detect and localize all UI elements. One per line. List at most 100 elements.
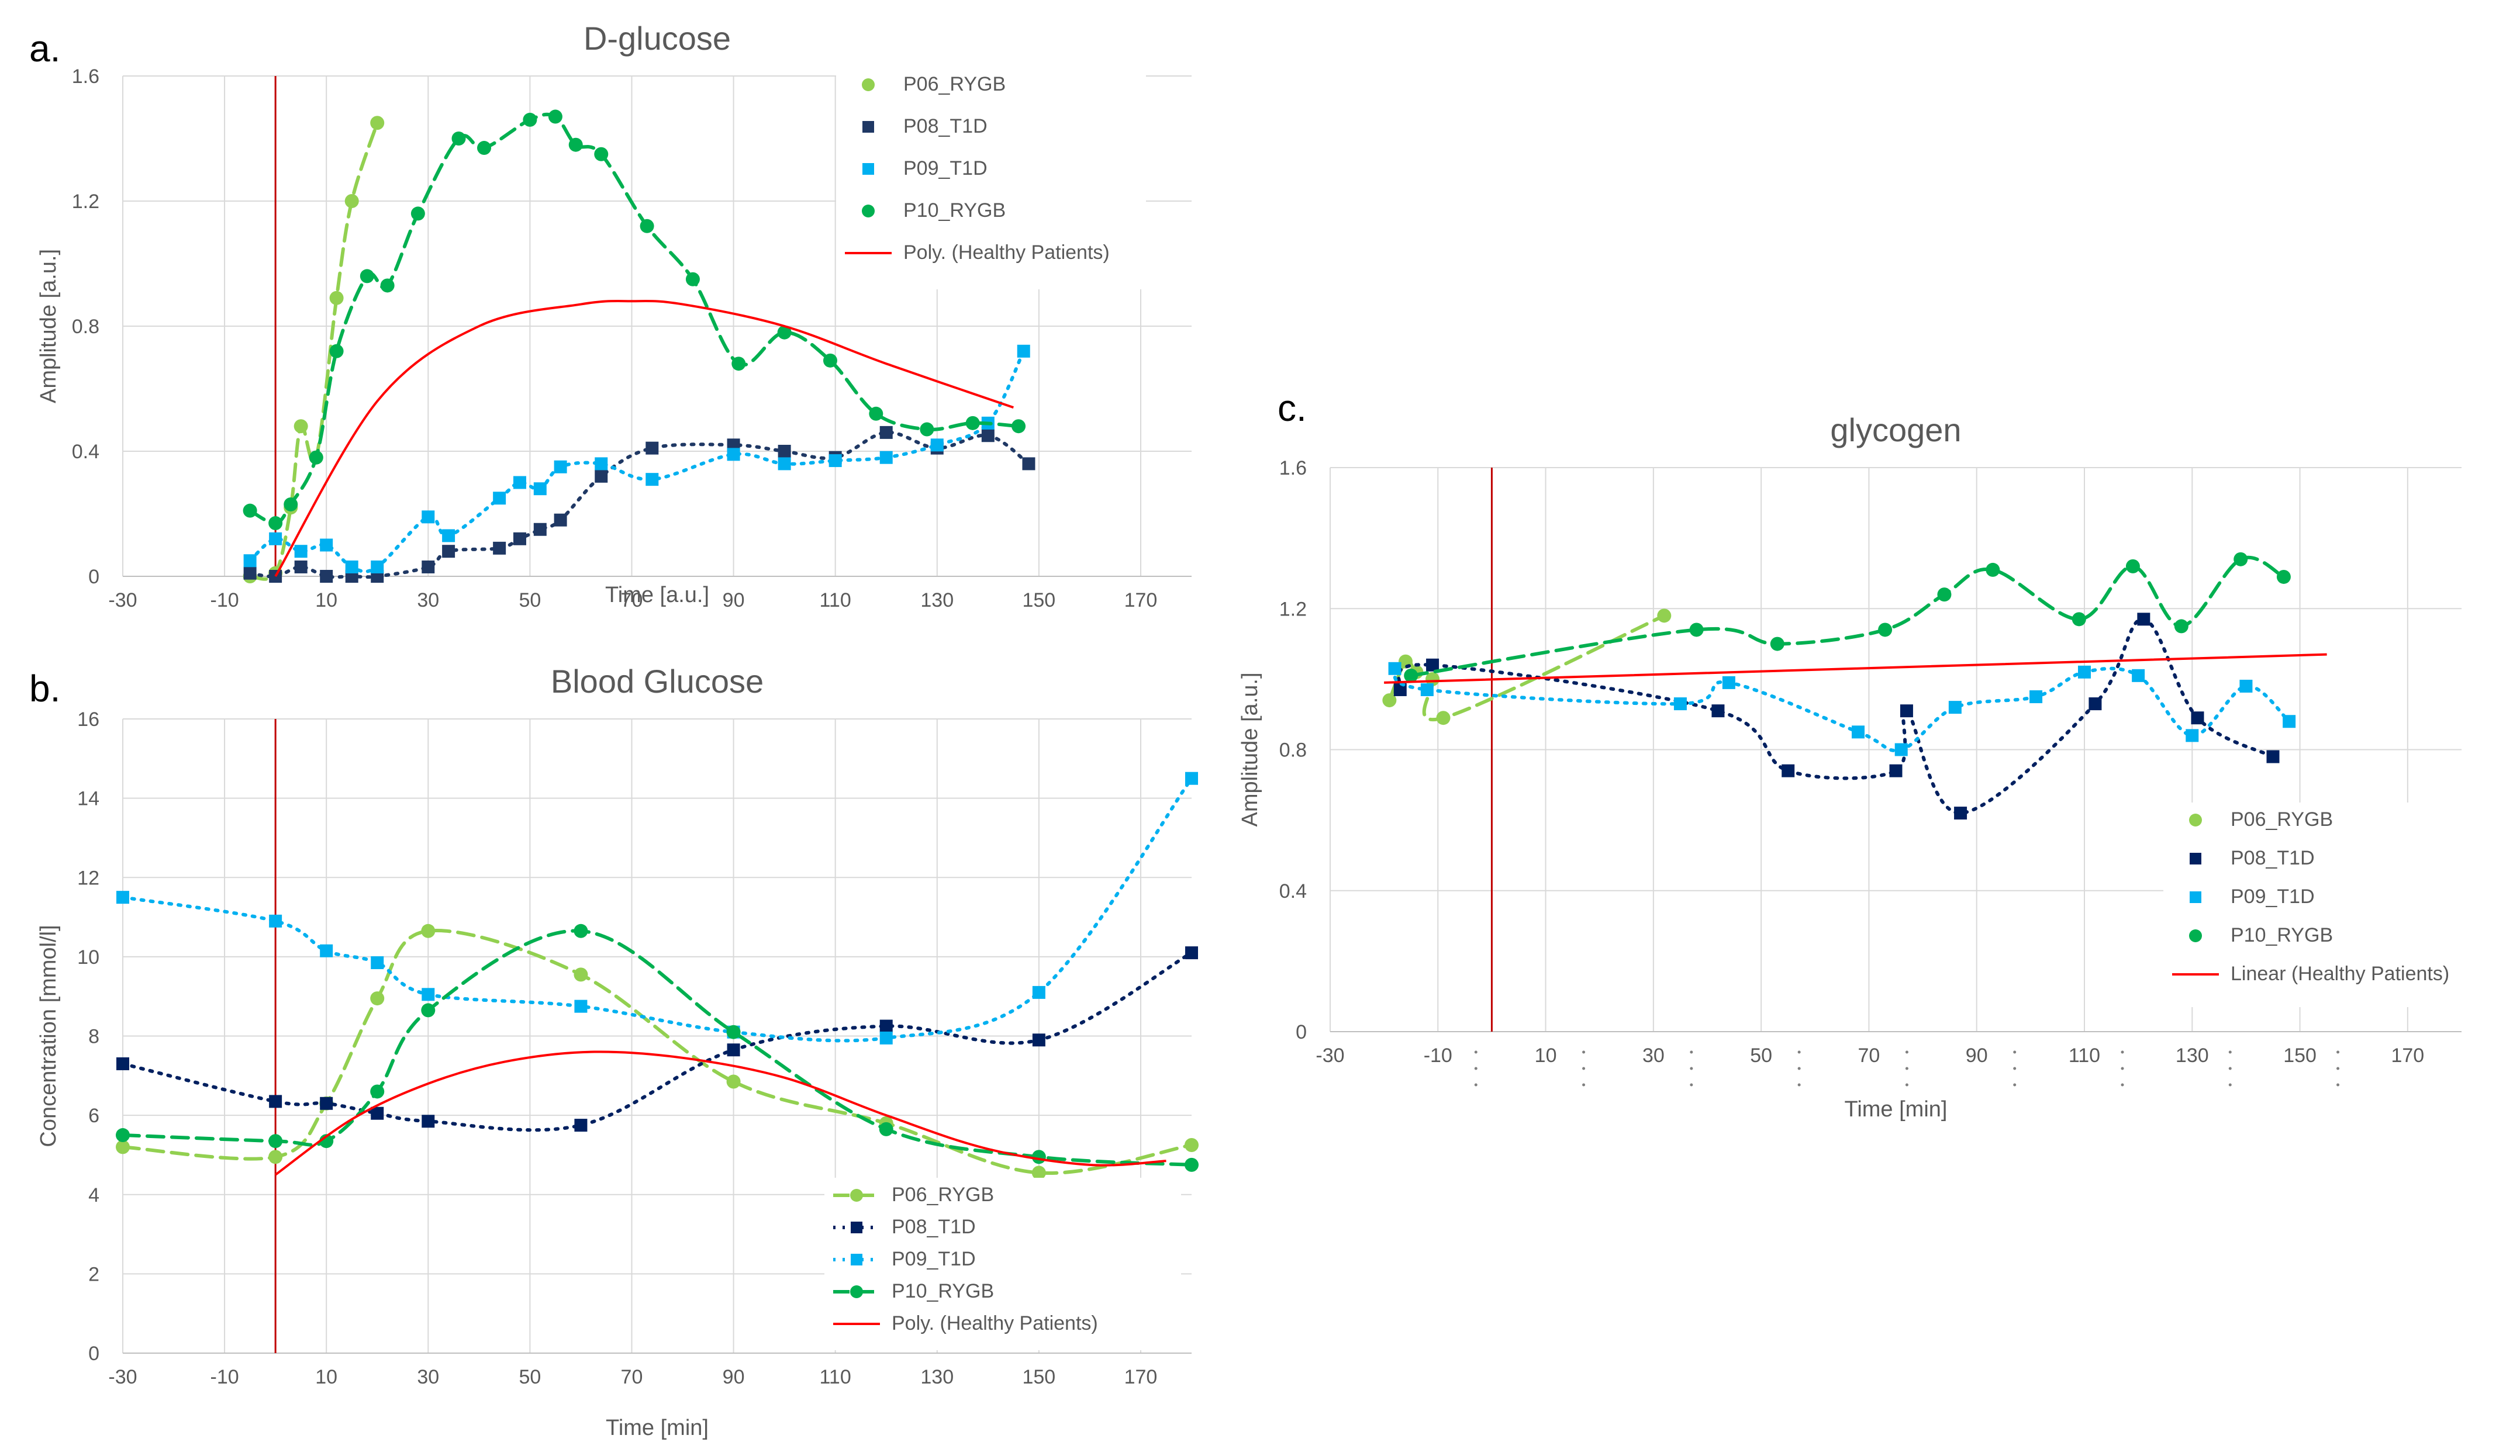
- data-point: [269, 532, 282, 545]
- data-point: [574, 1119, 588, 1132]
- x-tick-label: 170: [1124, 589, 1158, 611]
- data-point: [1420, 683, 1434, 696]
- x-tick-label: 30: [417, 589, 439, 611]
- x-tick-label: 10: [315, 589, 337, 611]
- data-point: [574, 924, 588, 938]
- data-point: [371, 956, 384, 970]
- legend-swatch-marker: [850, 1285, 863, 1298]
- x-tick-label: 130: [920, 589, 954, 611]
- x-tick-label: -10: [1424, 1045, 1452, 1067]
- legend-label: P08_T1D: [892, 1216, 976, 1238]
- data-point: [344, 194, 359, 208]
- data-point: [422, 988, 435, 1001]
- data-point: [2191, 711, 2204, 725]
- tick-dot: [1797, 1050, 1801, 1054]
- data-point: [533, 482, 547, 496]
- data-point: [965, 416, 980, 430]
- data-point: [778, 445, 791, 458]
- data-point: [268, 1134, 283, 1149]
- legend-swatch-marker: [850, 1189, 863, 1202]
- legend-label: Poly. (Healthy Patients): [892, 1312, 1098, 1334]
- data-point: [294, 560, 308, 573]
- legend-entry: P08_T1D: [2190, 847, 2315, 869]
- data-point: [727, 448, 740, 461]
- data-point: [1657, 608, 1672, 623]
- chart-title: D-glucose: [584, 20, 731, 57]
- data-point: [477, 141, 492, 155]
- series-p08-t1d: [1393, 613, 2280, 820]
- data-point: [685, 272, 700, 286]
- y-axis-label: Amplitude [a.u.]: [1238, 672, 1262, 826]
- data-point: [320, 570, 333, 583]
- y-tick-label: 0.8: [72, 316, 99, 338]
- legend-label: P10_RYGB: [2231, 924, 2333, 946]
- data-point: [1986, 562, 2000, 577]
- data-point: [640, 219, 654, 233]
- data-point: [1722, 676, 1735, 689]
- data-point: [1878, 622, 1893, 637]
- legend-entry: P10_RYGB: [862, 199, 1006, 222]
- chart-panel-c: c. glycogen -30 -10 10 30 50 70 90 110 130 150 170 0 0…: [1238, 387, 2491, 1122]
- data-point: [778, 457, 791, 471]
- data-point: [731, 357, 746, 371]
- x-tick-label: 90: [1966, 1045, 1988, 1067]
- series-p10-rygb: [243, 109, 1026, 531]
- data-point: [533, 523, 547, 536]
- data-point: [595, 457, 608, 471]
- x-tick-label: -30: [108, 1366, 137, 1388]
- tick-dot: [2228, 1050, 2232, 1054]
- x-tick-label: 130: [2176, 1045, 2209, 1067]
- data-point: [243, 554, 257, 568]
- data-point: [422, 560, 435, 573]
- x-tick-label: 90: [723, 589, 745, 611]
- data-point: [329, 290, 344, 305]
- tick-dot: [1690, 1050, 1693, 1054]
- legend: P06_RYGB P08_T1D P09_T1D P10_RYGB Linear (He…: [2163, 803, 2491, 1007]
- legend-swatch-marker: [862, 78, 875, 91]
- tick-dot: [2228, 1083, 2232, 1087]
- data-point: [1388, 662, 1401, 675]
- x-tick-label: -30: [1316, 1045, 1344, 1067]
- legend-swatch-marker: [851, 1222, 862, 1233]
- y-axis-label: Concentration [mmol/l]: [36, 925, 61, 1147]
- legend-label: P09_T1D: [2231, 886, 2315, 908]
- data-point: [370, 1084, 385, 1099]
- x-tick-label: 130: [920, 1366, 954, 1388]
- series-p08-t1d: [116, 946, 1198, 1132]
- data-point: [777, 325, 792, 340]
- data-point: [2186, 729, 2199, 742]
- x-tick-label: 110: [820, 1366, 851, 1388]
- data-point: [1185, 946, 1198, 960]
- data-point: [421, 924, 436, 938]
- y-tick-label: 0.8: [1279, 739, 1307, 762]
- data-point: [2089, 697, 2102, 711]
- series-line: [248, 349, 1026, 573]
- x-tick-label: 50: [519, 1366, 541, 1388]
- tick-dot: [1797, 1067, 1801, 1070]
- x-tick-label: 170: [1124, 1366, 1158, 1388]
- y-tick-label: 2: [88, 1263, 99, 1285]
- y-tick-label: 0.4: [1279, 880, 1307, 902]
- data-point: [879, 1019, 893, 1033]
- series-p10-rygb: [1404, 552, 2291, 683]
- data-point: [1937, 587, 1952, 602]
- data-point: [645, 441, 659, 455]
- data-point: [1889, 764, 1903, 777]
- legend-entry: P10_RYGB: [833, 1280, 994, 1302]
- data-point: [1425, 672, 1440, 686]
- legend-label: P09_T1D: [892, 1248, 976, 1270]
- y-axis-label: Amplitude [a.u.]: [36, 249, 61, 403]
- data-point: [1948, 701, 1962, 714]
- data-point: [554, 513, 567, 527]
- series-line: [248, 430, 1031, 579]
- data-point: [726, 1074, 741, 1089]
- x-tick-label: 150: [1022, 1366, 1055, 1388]
- data-point: [2078, 665, 2091, 679]
- tick-dot: [2336, 1067, 2340, 1070]
- legend-label: Linear (Healthy Patients): [2231, 963, 2449, 985]
- data-point: [548, 109, 562, 124]
- data-point: [360, 269, 374, 283]
- data-point: [869, 406, 883, 421]
- data-point: [493, 541, 506, 555]
